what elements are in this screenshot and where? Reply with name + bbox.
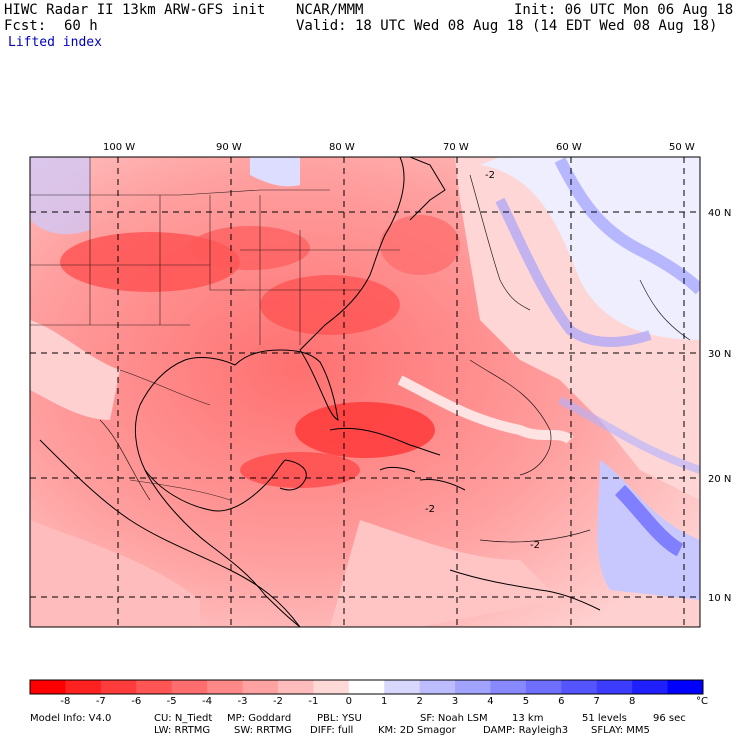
lat-label: 40 N bbox=[708, 208, 731, 219]
colorbar-label: 8 bbox=[628, 696, 636, 707]
resolution: 13 km bbox=[512, 713, 544, 724]
colorbar-swatch bbox=[419, 680, 456, 694]
colorbar-swatch bbox=[277, 680, 314, 694]
cu-scheme: CU: N_Tiedt bbox=[154, 713, 213, 724]
colorbar-label: -2 bbox=[272, 696, 283, 707]
sflay-scheme: SFLAY: MM5 bbox=[591, 725, 650, 736]
colorbar-swatch bbox=[313, 680, 350, 694]
sf-scheme: SF: Noah LSM bbox=[420, 713, 488, 724]
valid-time: Valid: 18 UTC Wed 08 Aug 18 (14 EDT Wed … bbox=[296, 18, 718, 34]
colorbar-swatch bbox=[100, 680, 137, 694]
lon-label: 70 W bbox=[443, 142, 469, 153]
colorbar-label: -3 bbox=[237, 696, 248, 707]
colorbar-label: 6 bbox=[558, 696, 565, 707]
colorbar-label: 7 bbox=[593, 696, 600, 707]
pbl-scheme: PBL: YSU bbox=[317, 713, 362, 724]
timestep: 96 sec bbox=[653, 713, 686, 724]
colorbar-label: -1 bbox=[308, 696, 319, 707]
lon-label: 60 W bbox=[556, 142, 582, 153]
contour-label: -2 bbox=[485, 170, 495, 181]
political-borders bbox=[30, 157, 400, 501]
colorbar-swatch bbox=[171, 680, 208, 694]
contour-lines bbox=[99, 174, 691, 543]
model-info: Model Info: V4.0 bbox=[30, 713, 112, 724]
colorbar-label: -7 bbox=[95, 696, 106, 707]
colorbar-label: 3 bbox=[451, 696, 459, 707]
field-shading bbox=[30, 157, 700, 627]
colorbar-swatch bbox=[242, 680, 279, 694]
colorbar-label: -5 bbox=[166, 696, 177, 707]
mp-scheme: MP: Goddard bbox=[227, 713, 292, 724]
colorbar-swatch bbox=[384, 680, 421, 694]
colorbar-label: -4 bbox=[202, 696, 213, 707]
lat-label: 20 N bbox=[708, 474, 731, 485]
organization: NCAR/MMM bbox=[296, 2, 364, 18]
colorbar-swatch bbox=[667, 680, 704, 694]
sw-scheme: SW: RRTMG bbox=[234, 725, 292, 736]
lon-label: 100 W bbox=[103, 142, 135, 153]
lon-label: 50 W bbox=[669, 142, 695, 153]
coastlines bbox=[39, 157, 601, 627]
forecast-hour: 60 h bbox=[64, 18, 98, 34]
model-title: HIWC Radar II 13km ARW-GFS init bbox=[4, 2, 266, 18]
lon-label: 90 W bbox=[216, 142, 242, 153]
damp-scheme: DAMP: Rayleigh3 bbox=[483, 725, 569, 736]
colorbar-label: -6 bbox=[131, 696, 142, 707]
colorbar bbox=[30, 680, 704, 694]
contour-label: -2 bbox=[530, 540, 540, 551]
forecast-label: Fcst: bbox=[4, 18, 47, 34]
colorbar-swatch bbox=[65, 680, 102, 694]
colorbar-frame bbox=[29, 679, 704, 695]
colorbar-swatch bbox=[525, 680, 562, 694]
field-name: Lifted index bbox=[8, 35, 102, 50]
init-time: Init: 06 UTC Mon 06 Aug 18 bbox=[514, 2, 734, 18]
colorbar-swatch bbox=[30, 680, 66, 694]
map-frame bbox=[29, 156, 701, 628]
colorbar-label: 2 bbox=[416, 696, 423, 707]
colorbar-swatch bbox=[632, 680, 669, 694]
lat-label: 30 N bbox=[708, 349, 731, 360]
lat-label: 10 N bbox=[708, 593, 731, 604]
colorbar-swatch bbox=[596, 680, 633, 694]
colorbar-swatch bbox=[455, 680, 491, 694]
graticule bbox=[30, 157, 700, 627]
colorbar-label: 5 bbox=[522, 696, 530, 707]
colorbar-swatch bbox=[136, 680, 173, 694]
colorbar-label: 1 bbox=[381, 696, 388, 707]
lw-scheme: LW: RRTMG bbox=[154, 725, 211, 736]
lon-label: 80 W bbox=[329, 142, 355, 153]
km-scheme: KM: 2D Smagor bbox=[378, 725, 456, 736]
colorbar-unit: °C bbox=[696, 696, 708, 707]
contour-label: -2 bbox=[425, 504, 435, 515]
colorbar-label: -8 bbox=[60, 696, 71, 707]
colorbar-swatch bbox=[207, 680, 244, 694]
colorbar-swatch bbox=[490, 680, 527, 694]
colorbar-label: 0 bbox=[345, 696, 352, 707]
levels: 51 levels bbox=[582, 713, 627, 724]
colorbar-label: 4 bbox=[487, 696, 494, 707]
colorbar-swatch bbox=[561, 680, 598, 694]
colorbar-swatch bbox=[348, 680, 385, 694]
diff-scheme: DIFF: full bbox=[310, 725, 354, 736]
